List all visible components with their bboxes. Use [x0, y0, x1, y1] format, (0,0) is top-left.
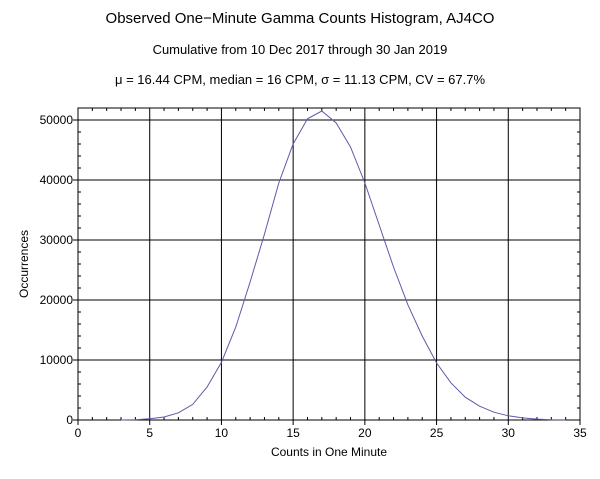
- grid-lines: [78, 108, 580, 420]
- chart-stats-line: μ = 16.44 CPM, median = 16 CPM, σ = 11.1…: [114, 72, 486, 87]
- x-tick-label: 15: [286, 426, 300, 440]
- y-tick-label: 30000: [40, 233, 74, 247]
- x-tick-label: 10: [215, 426, 229, 440]
- series-line: [120, 110, 566, 421]
- y-tick-label: 20000: [40, 293, 74, 307]
- y-tick-label: 50000: [40, 113, 74, 127]
- chart-subtitle: Cumulative from 10 Dec 2017 through 30 J…: [152, 42, 448, 57]
- plot-area: [77, 107, 581, 421]
- y-tick-label: 40000: [40, 173, 74, 187]
- x-axis-ticks: 0 5 10 15 20 25 30 35: [75, 420, 587, 440]
- y-axis-ticks: 0 10000 20000 30000 40000 50000: [40, 113, 78, 427]
- x-tick-label: 30: [502, 426, 516, 440]
- x-tick-label: 35: [573, 426, 587, 440]
- x-axis-label: Counts in One Minute: [271, 445, 387, 459]
- minor-ticks: [78, 107, 580, 420]
- x-tick-label: 5: [146, 426, 153, 440]
- x-tick-label: 20: [358, 426, 372, 440]
- x-tick-label: 25: [430, 426, 444, 440]
- series-group: [120, 110, 566, 421]
- chart-title: Observed One−Minute Gamma Counts Histogr…: [105, 10, 495, 27]
- y-axis-label: Occurrences: [17, 230, 31, 298]
- y-tick-label: 10000: [40, 353, 74, 367]
- x-tick-label: 0: [75, 426, 82, 440]
- y-tick-label: 0: [66, 413, 73, 427]
